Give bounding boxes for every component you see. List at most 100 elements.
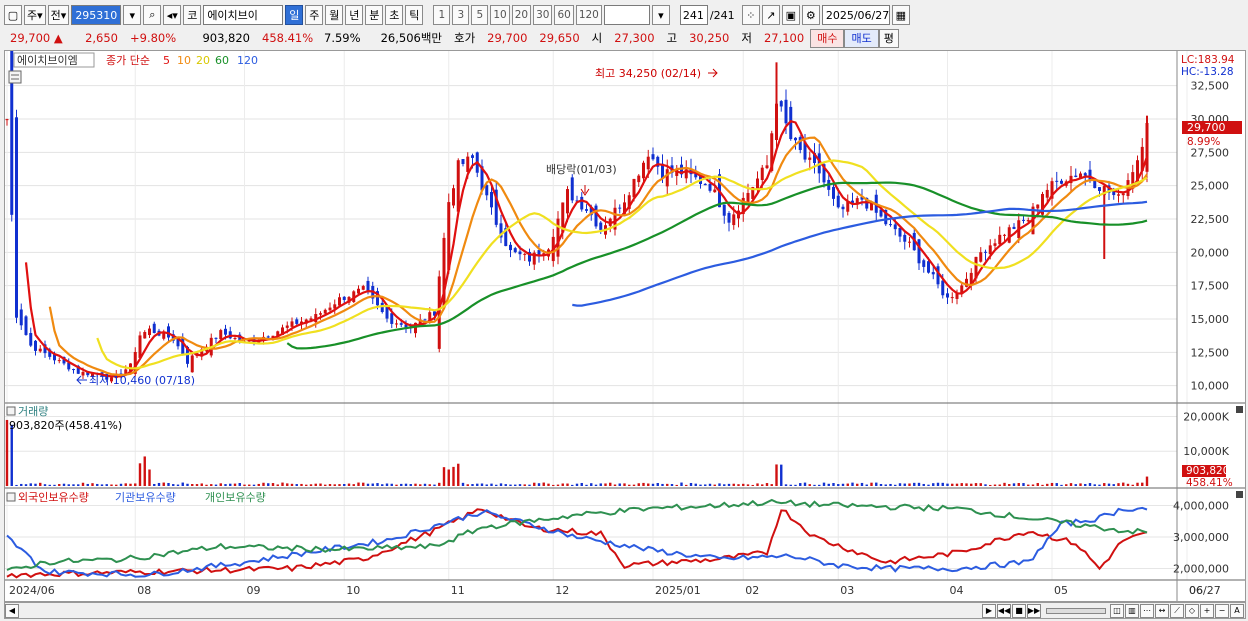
candle-body	[309, 318, 313, 320]
zoom-slider[interactable]	[1046, 607, 1106, 614]
candle-body	[43, 344, 47, 354]
zoom-in-icon[interactable]: +	[1200, 603, 1214, 618]
candle-body	[133, 352, 137, 374]
market2-select[interactable]: 전 ▾	[47, 5, 70, 25]
scroll-right-icon[interactable]: ▶	[982, 603, 996, 618]
high-annotation: 최고 34,250 (02/14)	[595, 67, 701, 80]
avg-button[interactable]: 평	[878, 28, 899, 48]
x-tick-label: 06	[1189, 584, 1203, 597]
candle-body	[1012, 226, 1016, 229]
close-volume-icon[interactable]	[1236, 406, 1243, 413]
volume-bar	[704, 484, 707, 486]
candle-body	[1069, 175, 1073, 184]
close-holder-icon[interactable]	[1236, 491, 1243, 498]
volume-bar	[609, 482, 612, 486]
table-icon[interactable]	[8, 70, 22, 84]
period-day[interactable]: 일	[285, 5, 304, 25]
volume-bar	[195, 484, 199, 486]
sell-button[interactable]: 매도	[844, 28, 879, 48]
ko-button[interactable]: 코	[183, 5, 202, 25]
interval-dropdown-icon[interactable]: ▾	[651, 5, 670, 25]
volume-bar	[746, 484, 750, 486]
code-dropdown-icon[interactable]: ▾	[123, 5, 142, 25]
custom-interval-input[interactable]	[603, 5, 650, 25]
interval-60[interactable]: 60	[554, 5, 574, 25]
volume-bar	[955, 483, 959, 486]
candle-body	[518, 251, 522, 255]
candle-body	[851, 200, 854, 203]
volume-bar	[566, 483, 569, 486]
volume-bar	[642, 482, 645, 486]
candle-body	[238, 334, 242, 342]
search-icon[interactable]: ⌕	[143, 5, 162, 25]
date-input[interactable]: 2025/06/27	[821, 5, 890, 25]
stop-icon[interactable]: ■	[1012, 603, 1026, 618]
tool-icon-6[interactable]: ◇	[1185, 603, 1199, 618]
volume-bar	[238, 482, 241, 486]
candle-body	[1041, 193, 1044, 215]
market-select[interactable]: 주 ▾	[24, 5, 46, 25]
buy-button[interactable]: 매수	[810, 28, 845, 48]
volume-bar	[656, 483, 659, 486]
candle-body	[1112, 190, 1116, 196]
volume-bar	[1136, 482, 1139, 486]
interval-1[interactable]: 1	[433, 5, 451, 25]
tool-icon-1[interactable]: ◫	[1110, 603, 1124, 618]
volume-bar	[960, 483, 963, 486]
interval-30[interactable]: 30	[533, 5, 553, 25]
interval-120[interactable]: 120	[575, 5, 602, 25]
tool-icon-5[interactable]: ⟋	[1170, 603, 1184, 618]
draw-icon[interactable]: ↗	[761, 5, 780, 25]
scroll-left-icon[interactable]: ◀	[5, 603, 19, 618]
gear-icon[interactable]: ⚙	[801, 5, 820, 25]
zoom-out-icon[interactable]: −	[1215, 603, 1229, 618]
period-month[interactable]: 월	[325, 5, 344, 25]
pin-icon[interactable]: ⁘	[741, 5, 760, 25]
candle-body	[24, 316, 28, 335]
volume-bar	[884, 484, 887, 486]
volume-bar	[846, 483, 849, 486]
interval-20[interactable]: 20	[511, 5, 532, 25]
tool-icon-2[interactable]: ▥	[1125, 603, 1139, 618]
period-year[interactable]: 년	[345, 5, 364, 25]
volume-bar	[913, 482, 916, 486]
candle-body	[784, 99, 788, 124]
bottom-scrollbar[interactable]: ◀ ▶ ◀◀ ■ ▶▶ ◫ ▥ ⋯ ↔ ⟋ ◇ + − A	[4, 602, 1246, 619]
tool-icon-3[interactable]: ⋯	[1140, 603, 1154, 618]
volume-bar	[689, 482, 693, 486]
chart-area[interactable]: 32,500 30,000 27,500 25,000 22,500 20,000 17,5…	[4, 50, 1246, 602]
low-annotation: 최저 10,460 (07/18)	[89, 374, 195, 387]
holder-panel-icon[interactable]	[6, 492, 16, 502]
candle-body	[808, 157, 812, 160]
volume-bar	[775, 464, 778, 486]
stock-name-field[interactable]: 에이치브이	[203, 5, 284, 25]
stock-chart-svg[interactable]: 32,50030,00027,50025,00022,50020,00017,5…	[5, 51, 1245, 601]
period-minute[interactable]: 분	[365, 5, 384, 25]
candle-body	[694, 173, 698, 178]
volume-bar	[395, 484, 398, 486]
current-pct-text: 8.99%	[1187, 136, 1220, 148]
candle-body	[979, 252, 983, 262]
period-week[interactable]: 주	[305, 5, 324, 25]
interval-3[interactable]: 3	[452, 5, 470, 25]
candle-body	[148, 328, 151, 336]
x-tick-label: 02	[745, 584, 759, 597]
candle-body	[708, 183, 712, 191]
stock-code-input[interactable]: 295310	[71, 5, 122, 25]
interval-10[interactable]: 10	[490, 5, 510, 25]
x-tick-label: 04	[950, 584, 964, 597]
interval-5[interactable]: 5	[471, 5, 489, 25]
period-tick[interactable]: 틱	[405, 5, 424, 25]
aa-icon[interactable]: A	[1230, 603, 1244, 618]
layout-icon[interactable]: ▢	[4, 5, 22, 25]
play-forward-icon[interactable]: ▶▶	[1027, 603, 1041, 618]
period-second[interactable]: 초	[385, 5, 404, 25]
play-back-icon[interactable]: ◀◀	[997, 603, 1011, 618]
calendar-icon[interactable]: ▦	[891, 5, 910, 25]
tool-icon-4[interactable]: ↔	[1155, 603, 1169, 618]
speaker-icon[interactable]: ◂▾	[163, 5, 182, 25]
count-input[interactable]: 241	[679, 5, 708, 25]
save-icon[interactable]: ▣	[781, 5, 800, 25]
volume-bar	[400, 483, 403, 486]
volume-panel-icon[interactable]	[6, 406, 16, 416]
